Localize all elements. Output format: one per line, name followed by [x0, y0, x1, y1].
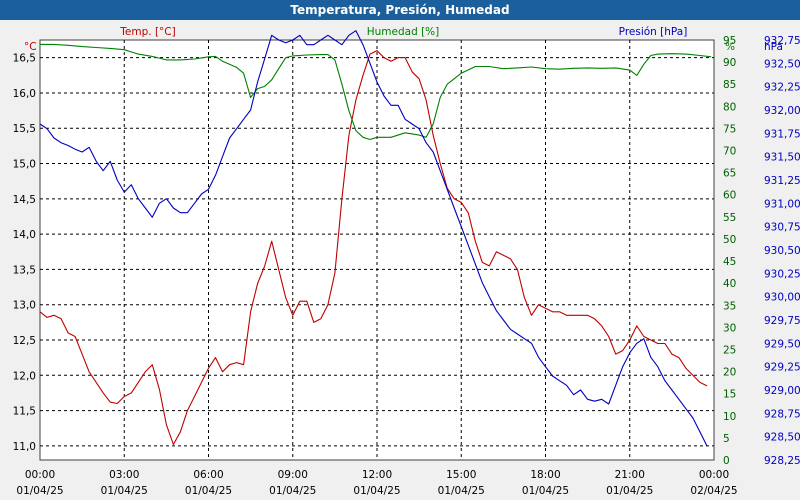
hum-tick-label: 15: [723, 389, 736, 401]
temp-axis-title: Temp. [°C]: [119, 26, 175, 38]
temp-tick-label: 16,0: [13, 88, 36, 100]
hum-axis-title: Humedad [%]: [367, 26, 440, 38]
hum-tick-label: 40: [723, 278, 736, 290]
temp-tick-label: 13,0: [13, 300, 36, 312]
x-tick-date: 01/04/25: [16, 485, 63, 497]
x-tick-date: 01/04/25: [269, 485, 316, 497]
pres-tick-label: 932,00: [764, 105, 800, 117]
hum-tick-label: 85: [723, 79, 736, 91]
hum-tick-label: 60: [723, 190, 736, 202]
temp-tick-label: 12,0: [13, 370, 36, 382]
x-tick-date: 01/04/25: [101, 485, 148, 497]
temp-unit-label: °C: [24, 41, 37, 53]
hum-tick-label: 75: [723, 123, 736, 135]
pres-tick-label: 929,75: [764, 315, 800, 327]
x-tick-time: 03:00: [109, 469, 139, 481]
temp-tick-label: 12,5: [13, 335, 36, 347]
hum-tick-label: 25: [723, 344, 736, 356]
grid-lines: [40, 40, 714, 460]
axis-labels: 00:00 01/04/25 03:00 01/04/25 06:00 01/04/25 0…: [13, 26, 800, 497]
hum-tick-label: 95: [723, 35, 736, 47]
x-tick-date: 02/04/25: [690, 485, 737, 497]
pres-series-line: [39, 30, 708, 447]
pres-tick-label: 931,75: [764, 128, 800, 140]
temp-tick-label: 16,5: [13, 53, 36, 65]
hum-series-line: [40, 43, 712, 141]
hum-tick-label: 90: [723, 57, 736, 69]
pres-tick-label: 930,00: [764, 292, 800, 304]
hum-tick-label: 45: [723, 256, 736, 268]
hum-tick-label: 65: [723, 168, 736, 180]
x-tick-date: 01/04/25: [438, 485, 485, 497]
pres-axis-title: Presión [hPa]: [619, 26, 688, 38]
chart-title: Temperatura, Presión, Humedad: [0, 0, 800, 20]
pres-tick-label: 928,25: [764, 455, 800, 467]
x-tick-time: 12:00: [362, 469, 392, 481]
x-tick-time: 21:00: [615, 469, 645, 481]
temp-series-line: [39, 50, 708, 446]
x-tick-time: 00:00: [699, 469, 729, 481]
hum-tick-label: 55: [723, 212, 736, 224]
x-tick-time: 09:00: [278, 469, 308, 481]
temp-tick-label: 11,5: [13, 406, 36, 418]
x-tick-time: 15:00: [446, 469, 476, 481]
pres-tick-label: 930,75: [764, 222, 800, 234]
temp-tick-label: 14,5: [13, 194, 36, 206]
hum-tick-label: 20: [723, 367, 736, 379]
pres-tick-label: 929,25: [764, 362, 800, 374]
hum-tick-label: 30: [723, 322, 736, 334]
pres-tick-label: 929,00: [764, 385, 800, 397]
x-tick-time: 00:00: [25, 469, 55, 481]
hum-tick-label: 5: [723, 433, 730, 445]
temp-tick-label: 11,0: [13, 441, 36, 453]
x-tick-date: 01/04/25: [522, 485, 569, 497]
x-tick-date: 01/04/25: [353, 485, 400, 497]
hum-tick-label: 35: [723, 300, 736, 312]
pres-tick-label: 931,25: [764, 175, 800, 187]
x-tick-date: 01/04/25: [606, 485, 653, 497]
temp-tick-label: 13,5: [13, 264, 36, 276]
pres-tick-label: 930,25: [764, 268, 800, 280]
hum-tick-label: 0: [723, 455, 730, 467]
hum-tick-label: 80: [723, 101, 736, 113]
pres-tick-label: 931,00: [764, 198, 800, 210]
pres-tick-label: 932,75: [764, 35, 800, 47]
x-tick-time: 18:00: [530, 469, 560, 481]
temp-tick-label: 15,0: [13, 159, 36, 171]
hum-tick-label: 10: [723, 411, 736, 423]
x-tick-time: 06:00: [193, 469, 223, 481]
hum-tick-label: 70: [723, 146, 736, 158]
pres-tick-label: 931,50: [764, 152, 800, 164]
pres-tick-label: 930,50: [764, 245, 800, 257]
temp-tick-label: 14,0: [13, 229, 36, 241]
pres-tick-label: 928,75: [764, 408, 800, 420]
temp-tick-label: 15,5: [13, 123, 36, 135]
pres-tick-label: 932,25: [764, 82, 800, 94]
pres-unit-label: hPa: [764, 41, 783, 53]
pres-tick-label: 928,50: [764, 432, 800, 444]
x-tick-date: 01/04/25: [185, 485, 232, 497]
pres-tick-label: 932,50: [764, 58, 800, 70]
hum-tick-label: 50: [723, 234, 736, 246]
hum-unit-label: %: [725, 41, 735, 53]
pres-tick-label: 929,50: [764, 338, 800, 350]
series-lines: [39, 30, 712, 447]
